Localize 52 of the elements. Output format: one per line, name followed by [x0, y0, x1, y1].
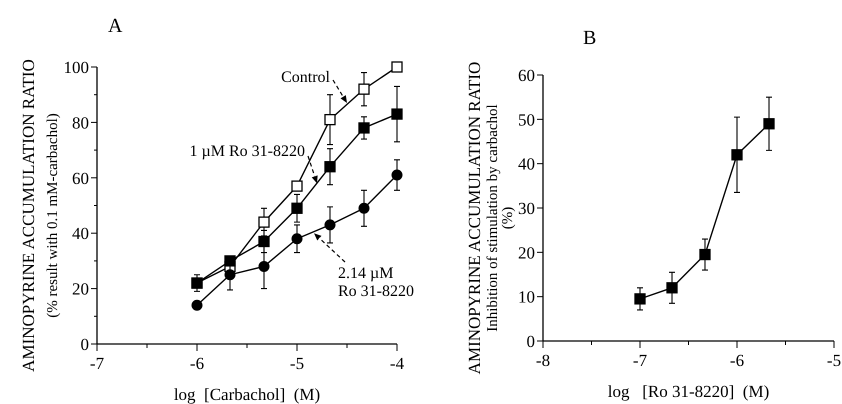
point — [358, 84, 370, 95]
point — [224, 255, 236, 267]
chart-title: B — [583, 27, 596, 49]
point — [324, 114, 336, 126]
point — [258, 260, 270, 272]
y-tick-label: 20 — [72, 280, 89, 299]
point — [392, 170, 402, 181]
x-tick-label: -5 — [826, 351, 842, 370]
point — [358, 122, 370, 134]
y-tick-label: 40 — [72, 224, 89, 244]
y-tick-label: 0 — [80, 335, 89, 354]
x-tick-label: -7 — [90, 354, 105, 373]
y-axis-title: AMINOPYRINE ACCUMULATION RATIO (% result with 0.1 mM-carbachol) — [19, 59, 61, 372]
x-axis-title: log [Carbachol] (M) — [174, 385, 320, 404]
point — [634, 293, 646, 305]
y-tick-label: 50 — [518, 110, 535, 130]
point — [699, 248, 711, 260]
point — [763, 118, 775, 130]
x-tick-label: -4 — [390, 354, 405, 373]
point — [391, 61, 403, 73]
point — [292, 233, 302, 244]
point — [192, 300, 202, 311]
point — [731, 149, 743, 160]
point — [291, 202, 303, 214]
annotation: 1 µM Ro 31-8220 — [190, 143, 305, 160]
x-tick-label: -6 — [190, 354, 204, 373]
x-tick-label: -7 — [632, 351, 648, 370]
y-tick-label: 20 — [518, 243, 535, 262]
x-tick-label: -6 — [730, 351, 744, 370]
y-tick-label: 60 — [72, 168, 89, 188]
point — [291, 180, 303, 192]
y-tick-label: 100 — [64, 58, 89, 77]
point — [666, 282, 678, 294]
y-tick-label: 0 — [526, 332, 535, 351]
annotation: 2.14 µM Ro 31-8220 — [338, 265, 414, 300]
point — [224, 269, 236, 280]
y-tick-label: 60 — [518, 66, 535, 85]
y-tick-label: 40 — [518, 154, 535, 174]
annotation: Control — [281, 69, 331, 86]
point — [324, 161, 336, 172]
y-tick-label: 10 — [518, 288, 535, 307]
y-tick-label: 30 — [518, 199, 535, 218]
x-axis-title: log [Ro 31-8220] (M) — [608, 382, 770, 401]
y-axis-title: AMINOPYRINE ACCUMULATION RATIO Inhibition of stimulation by carbachol (%) — [465, 62, 516, 374]
point — [391, 108, 403, 120]
chart-title: A — [108, 15, 123, 37]
y-tick-label: 80 — [72, 113, 89, 132]
point — [258, 216, 270, 228]
x-tick-label: -5 — [290, 354, 304, 373]
point — [358, 202, 370, 214]
point — [324, 219, 336, 230]
x-tick-label: -8 — [536, 351, 550, 370]
